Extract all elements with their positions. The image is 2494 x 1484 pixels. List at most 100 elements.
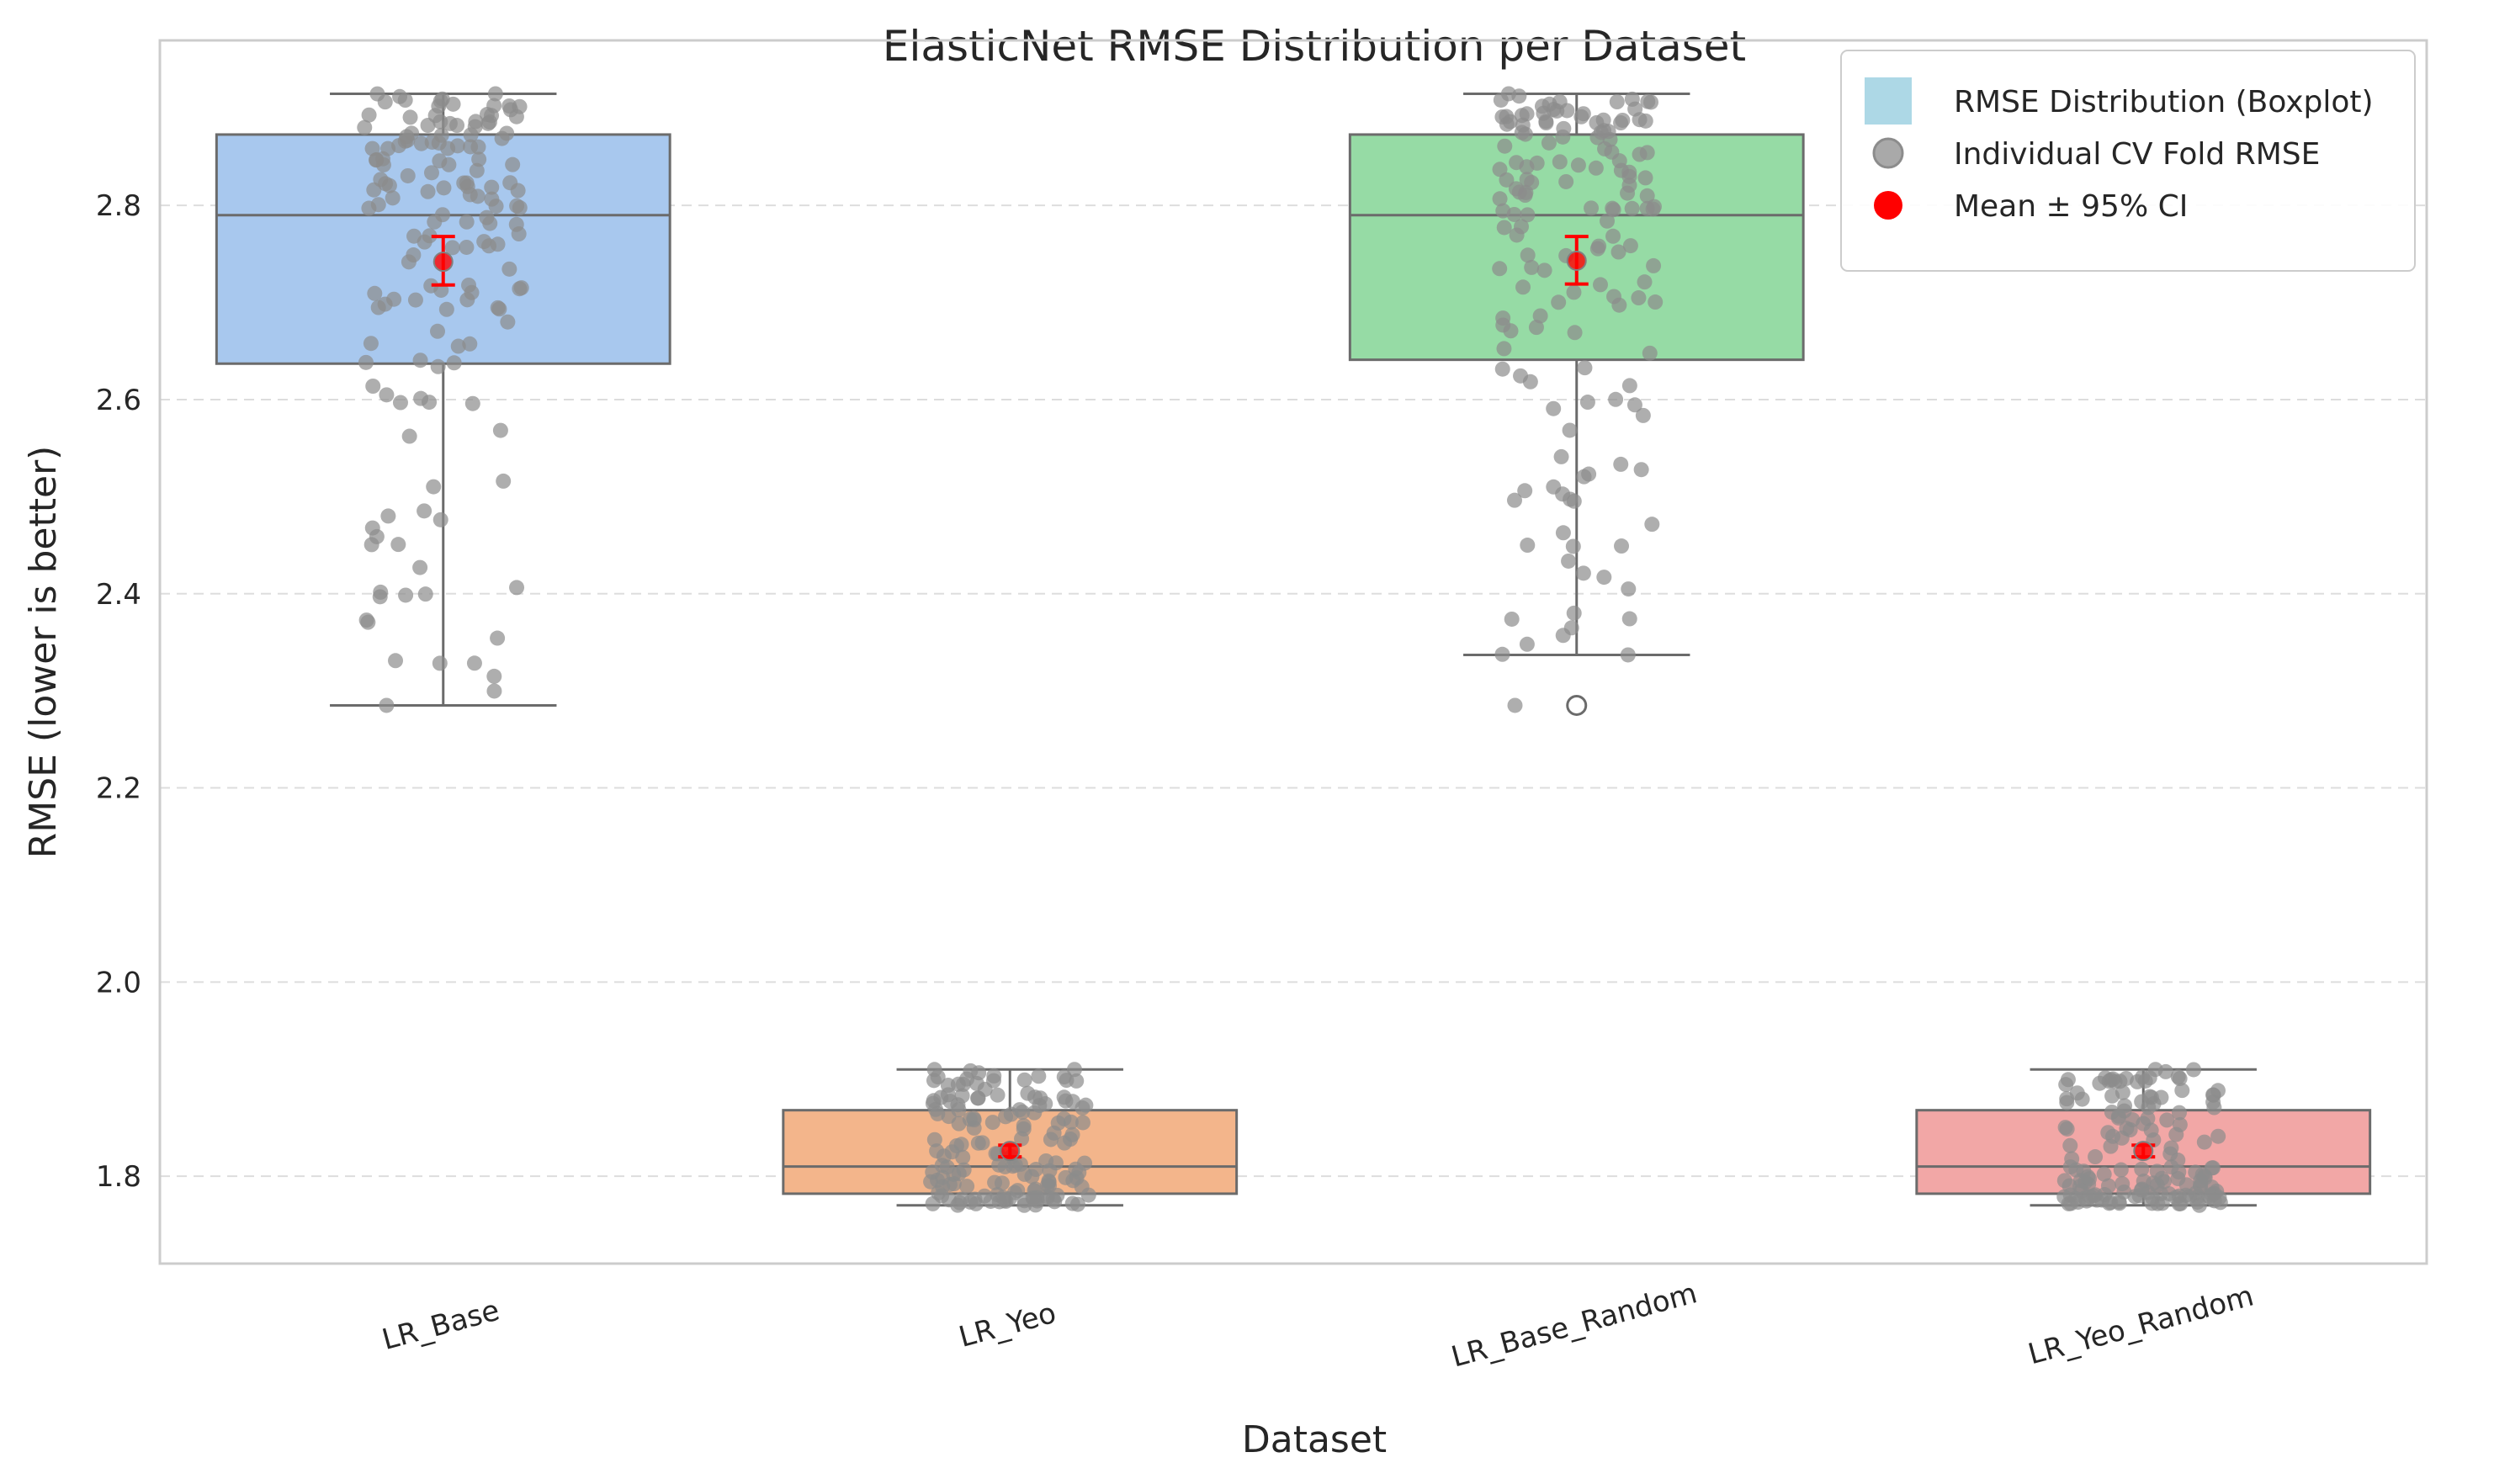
fold-point: [1555, 129, 1571, 145]
fold-point: [446, 355, 462, 371]
fold-point: [1041, 1174, 1057, 1190]
fold-point: [998, 1109, 1014, 1125]
fold-point: [1524, 259, 1540, 275]
fold-point: [1575, 565, 1591, 581]
fold-point: [2174, 1083, 2190, 1099]
fold-point: [1532, 308, 1548, 324]
fold-point: [1565, 538, 1581, 554]
fold-point: [508, 109, 524, 125]
fold-point: [366, 182, 382, 198]
fold-point: [390, 537, 406, 553]
fold-point: [501, 261, 517, 277]
fold-point: [357, 119, 373, 135]
fold-point: [1496, 220, 1512, 236]
fold-point: [1646, 257, 1662, 273]
mean-point: [1000, 1141, 1021, 1162]
fold-point: [1520, 247, 1536, 263]
fold-point: [392, 395, 408, 411]
fold-point: [1570, 157, 1586, 173]
fold-point: [1494, 361, 1510, 377]
fold-point: [490, 299, 506, 315]
fold-point: [1500, 86, 1516, 102]
mean-ci-LR_Yeo_Random: [2131, 1141, 2156, 1162]
fold-point: [1581, 466, 1597, 482]
fold-point: [459, 239, 475, 255]
fold-point: [438, 301, 454, 317]
fold-point: [1589, 241, 1605, 257]
mean-ci-LR_Base: [431, 235, 455, 287]
fold-point: [1069, 1170, 1085, 1186]
fold-point: [444, 240, 460, 256]
fold-point: [1552, 93, 1568, 109]
fold-point: [1613, 115, 1629, 131]
fold-point: [1541, 135, 1557, 151]
fold-point: [1499, 116, 1515, 132]
fold-point: [436, 180, 452, 196]
fold-point: [502, 175, 518, 191]
fold-point: [505, 156, 521, 172]
fold-point: [1609, 94, 1625, 110]
fold-point: [380, 140, 396, 156]
fold-point: [929, 1143, 945, 1159]
fold-point: [469, 162, 485, 178]
fold-point: [1528, 320, 1544, 336]
fold-point: [2096, 1166, 2112, 1182]
fold-point: [1626, 397, 1642, 413]
fold-point: [386, 291, 402, 307]
fold-point: [430, 323, 446, 339]
fold-point: [1514, 219, 1530, 235]
fold-point: [1492, 261, 1508, 277]
fold-point: [500, 314, 516, 330]
fold-point: [1566, 284, 1582, 300]
legend-marker: [1874, 191, 1902, 220]
mean-point: [432, 252, 454, 273]
fold-point: [1020, 1085, 1036, 1101]
fold-point: [1496, 341, 1512, 357]
fold-point: [370, 299, 386, 315]
fold-point: [1633, 462, 1649, 478]
fold-point: [400, 132, 416, 148]
fold-point: [2150, 1195, 2166, 1211]
fold-point: [479, 209, 495, 225]
fold-point: [951, 1116, 967, 1132]
mean-ci-LR_Base_Random: [1564, 235, 1589, 286]
fold-point: [1605, 228, 1621, 244]
fold-point: [1014, 1131, 1030, 1147]
fold-point: [380, 508, 396, 524]
fold-point: [501, 98, 517, 114]
fold-point: [486, 98, 502, 114]
fold-point: [1577, 360, 1593, 376]
fold-point: [1069, 1073, 1085, 1089]
y-tick-label: 2.0: [96, 966, 141, 999]
fold-point: [2205, 1094, 2221, 1110]
fold-point: [1506, 492, 1522, 508]
fold-point: [2143, 1122, 2159, 1138]
fold-point: [1524, 174, 1540, 190]
fold-point: [990, 1187, 1006, 1203]
fold-point: [1503, 323, 1519, 339]
y-tick-labels: 1.8 2.0 2.2 2.4 2.6 2.8: [96, 189, 141, 1194]
fold-point: [464, 395, 480, 411]
fold-point: [361, 200, 377, 216]
fold-point: [2069, 1085, 2085, 1101]
fold-point: [402, 109, 418, 125]
fold-point: [1080, 1187, 1096, 1203]
fold-point: [1606, 289, 1622, 305]
y-tick-label: 2.4: [96, 578, 141, 612]
fold-point: [2098, 1070, 2114, 1086]
fold-point: [379, 387, 395, 403]
fold-point: [2116, 1184, 2132, 1200]
fold-point: [378, 176, 394, 192]
fold-point: [494, 130, 510, 146]
fold-point: [401, 428, 417, 444]
mean-point: [2133, 1141, 2154, 1162]
fold-point: [1597, 140, 1613, 156]
legend-item: RMSE Distribution (Boxplot): [1865, 77, 2374, 125]
fold-point: [1495, 310, 1511, 326]
fold-point: [464, 284, 480, 300]
fold-point: [2193, 1173, 2209, 1189]
fold-point: [1492, 191, 1508, 207]
fold-point: [926, 1132, 942, 1147]
fold-point: [1567, 325, 1583, 341]
fold-point: [1640, 93, 1656, 109]
